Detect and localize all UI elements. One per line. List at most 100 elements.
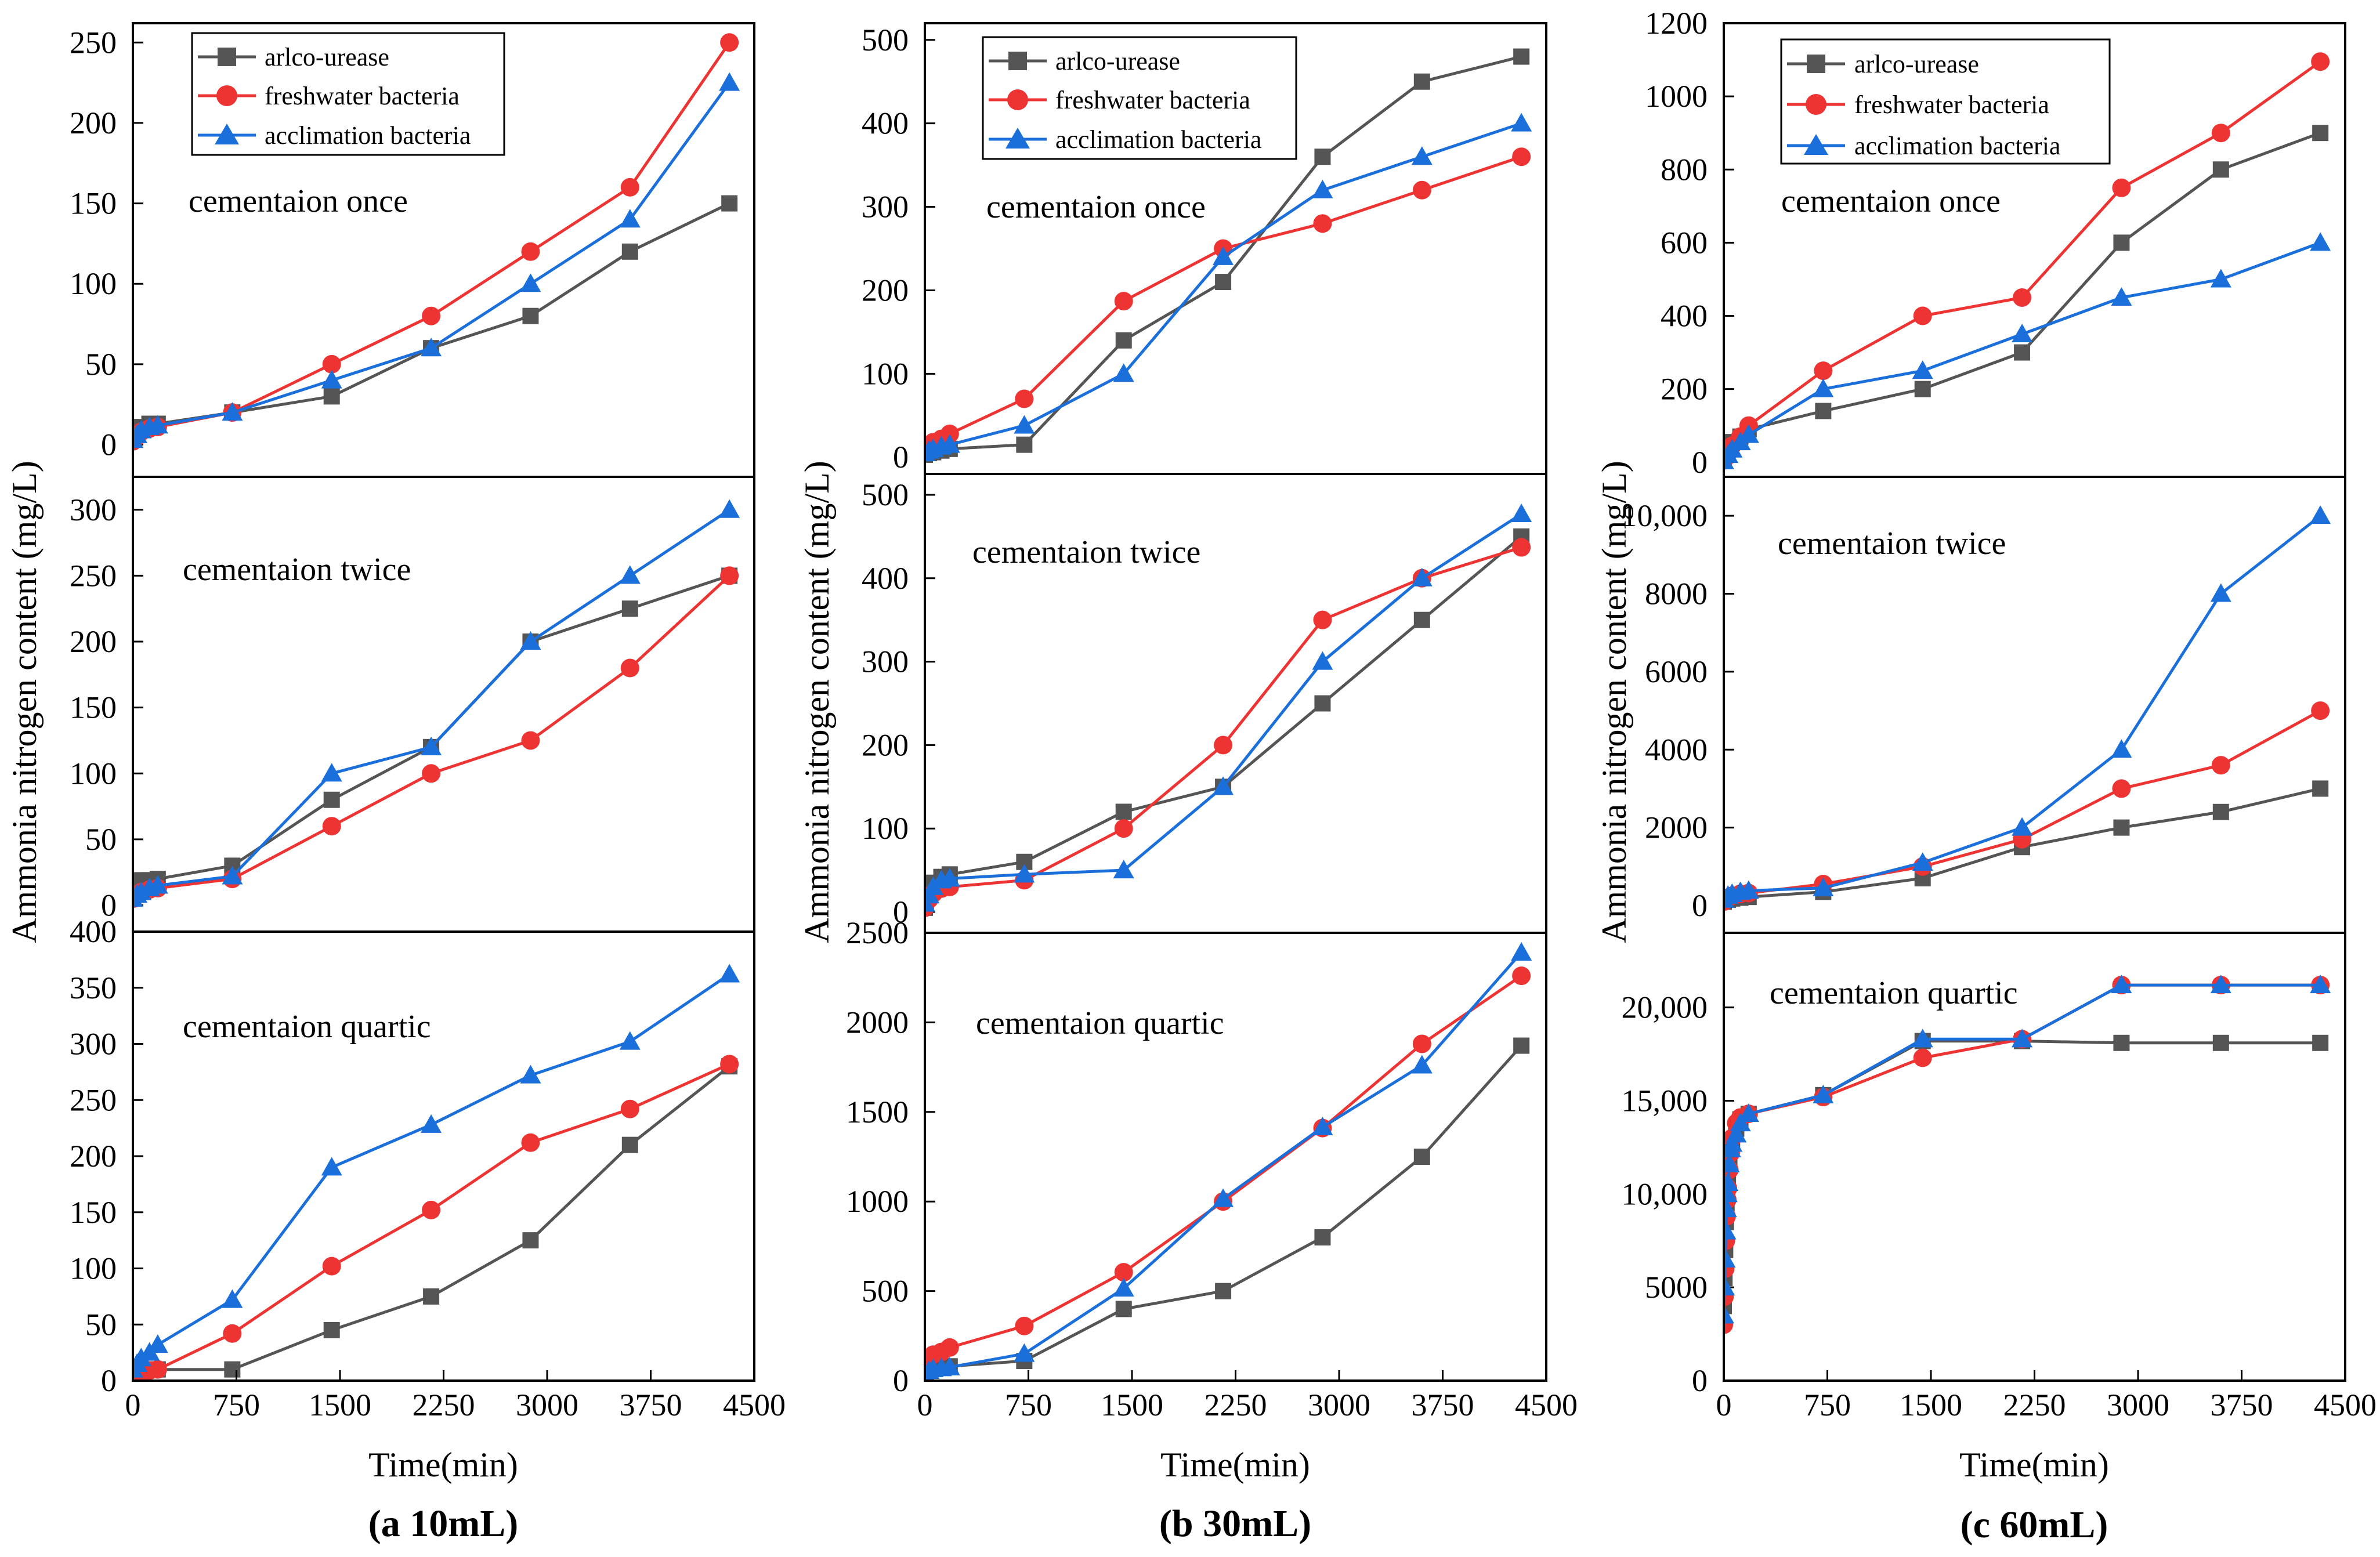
y-tick-label: 0: [1692, 888, 1708, 923]
data-point: [1511, 942, 1532, 961]
data-point: [1114, 819, 1133, 838]
x-tick-label: 3750: [2211, 1388, 2273, 1422]
data-point: [522, 1232, 539, 1249]
data-point: [2212, 803, 2229, 820]
legend-label: arlco-urease: [1854, 50, 1979, 78]
y-tick-label: 200: [70, 624, 117, 659]
data-point: [940, 424, 959, 443]
y-tick-label: 20,000: [1622, 990, 1708, 1025]
data-point: [1014, 864, 1035, 883]
data-point: [939, 1356, 960, 1375]
data-point: [2112, 779, 2131, 798]
data-point: [1411, 1055, 1433, 1074]
data-point: [1724, 1198, 1737, 1218]
data-point: [520, 1064, 541, 1084]
data-point: [2312, 1034, 2329, 1051]
y-tick-label: 50: [85, 822, 117, 857]
data-point: [421, 338, 442, 357]
data-point: [321, 1157, 342, 1176]
y-tick-label: 100: [70, 1251, 117, 1286]
y-tick-label: 0: [893, 440, 909, 475]
y-axis-title: Ammonia nitrogen content (mg/L): [5, 461, 44, 943]
data-point: [1413, 73, 1430, 90]
acclimation-bacteria-series: [1724, 232, 2331, 469]
data-point: [1215, 274, 1232, 291]
acclimation-bacteria-series: [133, 964, 740, 1378]
x-tick-label: 750: [1005, 1388, 1052, 1422]
data-point: [2111, 739, 2132, 758]
data-point: [1413, 611, 1430, 628]
data-point: [619, 1031, 641, 1050]
data-point: [2211, 756, 2230, 775]
y-tick-label: 500: [862, 1274, 909, 1309]
y-tick-label: 0: [101, 428, 117, 462]
subplot-label: cementaion once: [189, 183, 408, 219]
data-point: [2111, 975, 2132, 994]
x-tick-label: 0: [125, 1388, 141, 1422]
y-tick-label: 500: [862, 23, 909, 57]
acclimation-bacteria-series: [925, 504, 1532, 912]
data-point: [2012, 1029, 2033, 1048]
data-point: [322, 354, 341, 374]
legend-label: arlco-urease: [1055, 47, 1180, 75]
data-point: [2210, 269, 2231, 288]
data-point: [148, 1360, 167, 1379]
data-point: [422, 306, 441, 325]
data-point: [1314, 695, 1331, 712]
data-point: [1724, 1305, 1734, 1324]
data-point: [1513, 48, 1530, 65]
data-point: [1213, 246, 1234, 265]
data-point: [721, 195, 738, 212]
y-tick-label: 1000: [1645, 79, 1708, 114]
y-tick-label: 5000: [1645, 1270, 1708, 1305]
y-tick-label: 150: [70, 690, 117, 725]
data-point: [1913, 306, 1932, 325]
data-point: [2112, 178, 2131, 197]
data-point: [2212, 161, 2229, 178]
x-tick-label: 1500: [309, 1388, 371, 1422]
data-point: [1015, 1316, 1034, 1335]
subplot-label: cementaion once: [986, 189, 1206, 225]
data-point: [1724, 1248, 1736, 1268]
data-point: [421, 1114, 442, 1133]
data-point: [1014, 415, 1035, 434]
acclimation-bacteria-series: [1724, 975, 2331, 1324]
y-tick-label: 0: [893, 1363, 909, 1398]
data-point: [2310, 505, 2331, 524]
x-tick-label: 2250: [2003, 1388, 2066, 1422]
data-point: [1512, 966, 1531, 986]
data-point: [2310, 975, 2331, 994]
subplot-label: cementaion quartic: [976, 1005, 1224, 1041]
legend-label: acclimation bacteria: [265, 121, 471, 150]
y-tick-label: 2500: [846, 915, 909, 950]
x-tick-label: 0: [917, 1388, 933, 1422]
acclimation-bacteria-series: [925, 113, 1532, 462]
data-point: [620, 658, 639, 678]
y-tick-label: 800: [1661, 152, 1708, 187]
data-point: [1912, 852, 1933, 871]
y-tick-label: 150: [70, 1195, 117, 1230]
data-point: [619, 565, 641, 584]
x-tick-label: 750: [1804, 1388, 1851, 1422]
y-tick-label: 300: [862, 644, 909, 679]
data-point: [1314, 149, 1331, 165]
data-point: [224, 1361, 241, 1378]
y-tick-label: 400: [1661, 299, 1708, 334]
y-tick-label: 100: [862, 356, 909, 391]
data-point: [940, 1338, 959, 1357]
data-point: [147, 1334, 168, 1353]
legend-label: freshwater bacteria: [265, 82, 460, 110]
data-point: [1738, 424, 1759, 443]
legend-label: acclimation bacteria: [1854, 132, 2060, 160]
data-point: [521, 242, 540, 261]
x-tick-label: 3750: [620, 1388, 682, 1422]
data-point: [1313, 610, 1332, 629]
legend: arlco-urease freshwater bacteria acclima…: [1780, 38, 2111, 165]
data-point: [1730, 1113, 1751, 1132]
arlco-urease-series: [133, 567, 738, 890]
data-point: [2311, 52, 2330, 71]
data-point: [1411, 567, 1433, 586]
y-tick-label: 300: [862, 190, 909, 225]
data-point: [222, 866, 243, 885]
